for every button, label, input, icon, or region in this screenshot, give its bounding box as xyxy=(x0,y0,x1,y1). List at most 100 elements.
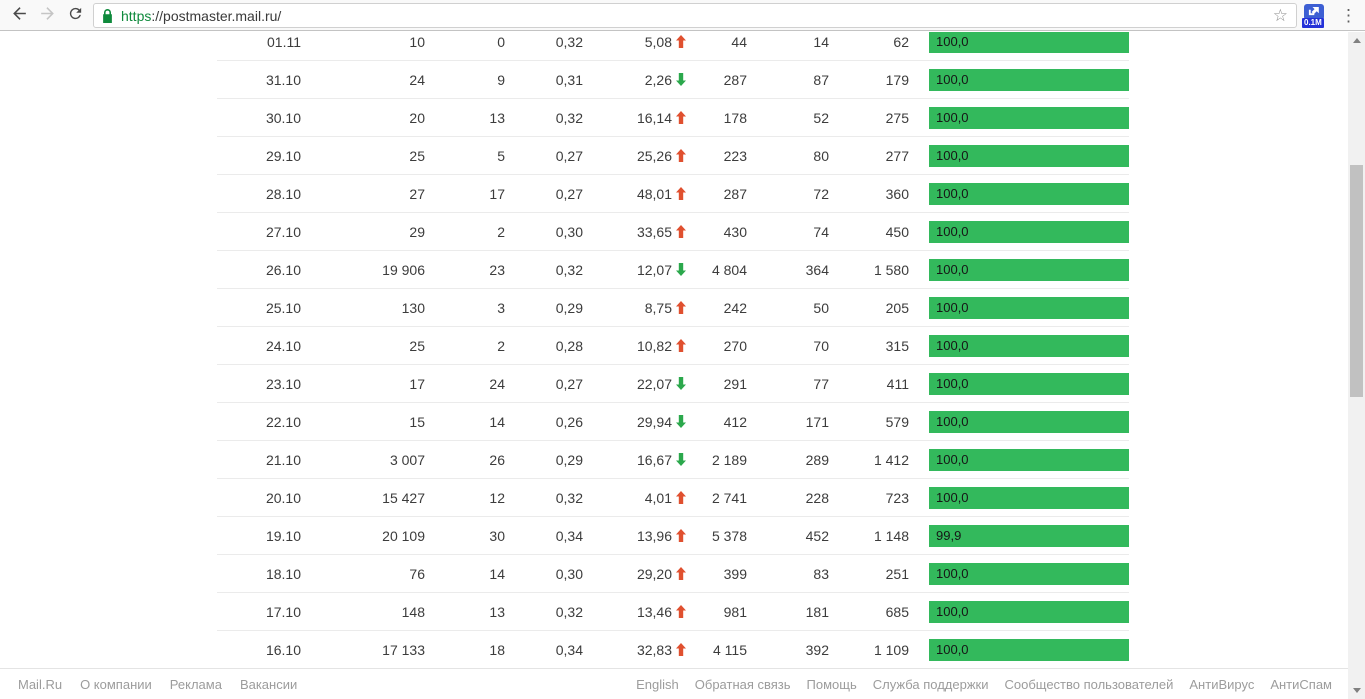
value-cell: 72 xyxy=(813,185,829,202)
value-cell: 20 xyxy=(409,109,425,126)
trend-arrow-icon xyxy=(676,529,686,542)
value-cell: 19 906 xyxy=(382,261,425,278)
value-cell: 685 xyxy=(885,603,909,620)
percent-bar-cell: 100,0 xyxy=(929,296,1129,319)
address-bar[interactable]: https://postmaster.mail.ru/ ☆ xyxy=(93,3,1297,28)
percent-bar-cell: 100,0 xyxy=(929,410,1129,433)
trend-arrow-icon xyxy=(676,149,686,162)
percent-bar: 100,0 xyxy=(929,600,1129,623)
footer-link[interactable]: АнтиВирус xyxy=(1189,676,1255,692)
value-cell: 289 xyxy=(805,451,829,468)
value-cell: 24 xyxy=(409,71,425,88)
trend-value: 2,26 xyxy=(644,71,672,88)
footer-link[interactable]: Помощь xyxy=(806,676,857,692)
table-row: 01.11 10 0 0,32 5,08 44 14 62 100,0 xyxy=(217,32,1129,61)
scrollbar-down-arrow-icon[interactable] xyxy=(1352,688,1361,693)
vertical-scrollbar[interactable] xyxy=(1348,32,1365,699)
value-cell: 30 xyxy=(489,527,505,544)
bookmark-star-icon[interactable]: ☆ xyxy=(1272,6,1288,25)
value-cell: 0,29 xyxy=(555,299,583,316)
value-cell: 452 xyxy=(805,527,829,544)
value-cell: 0,34 xyxy=(555,641,583,658)
value-cell: 10 xyxy=(409,33,425,50)
footer-link[interactable]: Mail.Ru xyxy=(18,676,63,692)
value-cell: 1 412 xyxy=(873,451,909,468)
stats-table: 01.11 10 0 0,32 5,08 44 14 62 100,0 31.1… xyxy=(217,32,1129,668)
value-cell: 0,28 xyxy=(555,337,583,354)
value-cell: 178 xyxy=(723,109,747,126)
date-cell: 24.10 xyxy=(265,337,301,354)
value-cell: 287 xyxy=(723,185,747,202)
forward-button[interactable] xyxy=(36,5,58,27)
value-cell: 228 xyxy=(805,489,829,506)
trend-value: 10,82 xyxy=(636,337,672,354)
percent-bar: 100,0 xyxy=(929,562,1129,585)
trend-cell: 8,75 xyxy=(583,300,686,316)
url-text: https://postmaster.mail.ru/ xyxy=(121,8,281,24)
trend-arrow-icon xyxy=(676,225,686,238)
value-cell: 44 xyxy=(731,33,747,50)
footer: Mail.Ru О компании Реклама Вакансии English… xyxy=(0,668,1348,699)
table-row: 27.10 29 2 0,30 33,65 430 74 450 100,0 xyxy=(217,213,1129,251)
trend-value: 48,01 xyxy=(636,185,672,202)
trend-value: 29,20 xyxy=(636,565,672,582)
scrollbar-up-arrow-icon[interactable] xyxy=(1352,38,1361,43)
value-cell: 315 xyxy=(885,337,909,354)
footer-link[interactable]: English xyxy=(636,676,679,692)
footer-link[interactable]: Вакансии xyxy=(239,676,298,692)
footer-link[interactable]: Сообщество пользователей xyxy=(1004,676,1174,692)
footer-link[interactable]: Служба поддержки xyxy=(872,676,989,692)
percent-bar: 100,0 xyxy=(929,296,1129,319)
extension-badge: 0.1M xyxy=(1302,18,1324,28)
value-cell: 83 xyxy=(813,565,829,582)
value-cell: 9 xyxy=(497,71,505,88)
trend-arrow-icon xyxy=(676,377,686,390)
trend-value: 16,67 xyxy=(636,451,672,468)
footer-link[interactable]: Обратная связь xyxy=(694,676,791,692)
date-cell: 18.10 xyxy=(265,565,301,582)
value-cell: 579 xyxy=(885,413,909,430)
trend-cell: 13,46 xyxy=(583,604,686,620)
value-cell: 1 580 xyxy=(873,261,909,278)
scrollbar-thumb[interactable] xyxy=(1350,165,1363,397)
value-cell: 364 xyxy=(805,261,829,278)
percent-bar-cell: 100,0 xyxy=(929,68,1129,91)
reload-button[interactable] xyxy=(64,5,86,27)
percent-bar-cell: 100,0 xyxy=(929,562,1129,585)
value-cell: 15 427 xyxy=(382,489,425,506)
trend-value: 32,83 xyxy=(636,641,672,658)
value-cell: 291 xyxy=(723,375,747,392)
footer-link[interactable]: Реклама xyxy=(169,676,222,692)
footer-link[interactable]: О компании xyxy=(80,676,152,692)
trend-arrow-icon xyxy=(676,187,686,200)
footer-link[interactable]: АнтиСпам xyxy=(1270,676,1332,692)
value-cell: 181 xyxy=(805,603,829,620)
date-cell: 27.10 xyxy=(265,223,301,240)
percent-bar-cell: 100,0 xyxy=(929,486,1129,509)
table-row: 17.10 148 13 0,32 13,46 981 181 685 100,… xyxy=(217,593,1129,631)
value-cell: 0,29 xyxy=(555,451,583,468)
trend-value: 8,75 xyxy=(644,299,672,316)
value-cell: 0,34 xyxy=(555,527,583,544)
trend-cell: 29,20 xyxy=(583,566,686,582)
back-arrow-icon xyxy=(10,4,29,28)
url-rest: ://postmaster.mail.ru/ xyxy=(151,7,282,24)
table-row: 22.10 15 14 0,26 29,94 412 171 579 100,0 xyxy=(217,403,1129,441)
trend-cell: 29,94 xyxy=(583,414,686,430)
secure-lock-icon xyxy=(102,8,113,23)
value-cell: 29 xyxy=(409,223,425,240)
value-cell: 77 xyxy=(813,375,829,392)
trend-value: 13,46 xyxy=(636,603,672,620)
back-button[interactable] xyxy=(8,5,30,27)
chrome-menu-button[interactable]: ⋮ xyxy=(1340,6,1357,25)
table-row: 24.10 25 2 0,28 10,82 270 70 315 100,0 xyxy=(217,327,1129,365)
value-cell: 0,32 xyxy=(555,33,583,50)
value-cell: 0,27 xyxy=(555,375,583,392)
value-cell: 20 109 xyxy=(382,527,425,544)
extension-button[interactable]: 0.1M xyxy=(1302,4,1326,28)
trend-value: 22,07 xyxy=(636,375,672,392)
footer-left-links: Mail.Ru О компании Реклама Вакансии xyxy=(18,677,297,692)
percent-bar-cell: 100,0 xyxy=(929,144,1129,167)
trend-value: 12,07 xyxy=(636,261,672,278)
reload-icon xyxy=(67,5,84,27)
